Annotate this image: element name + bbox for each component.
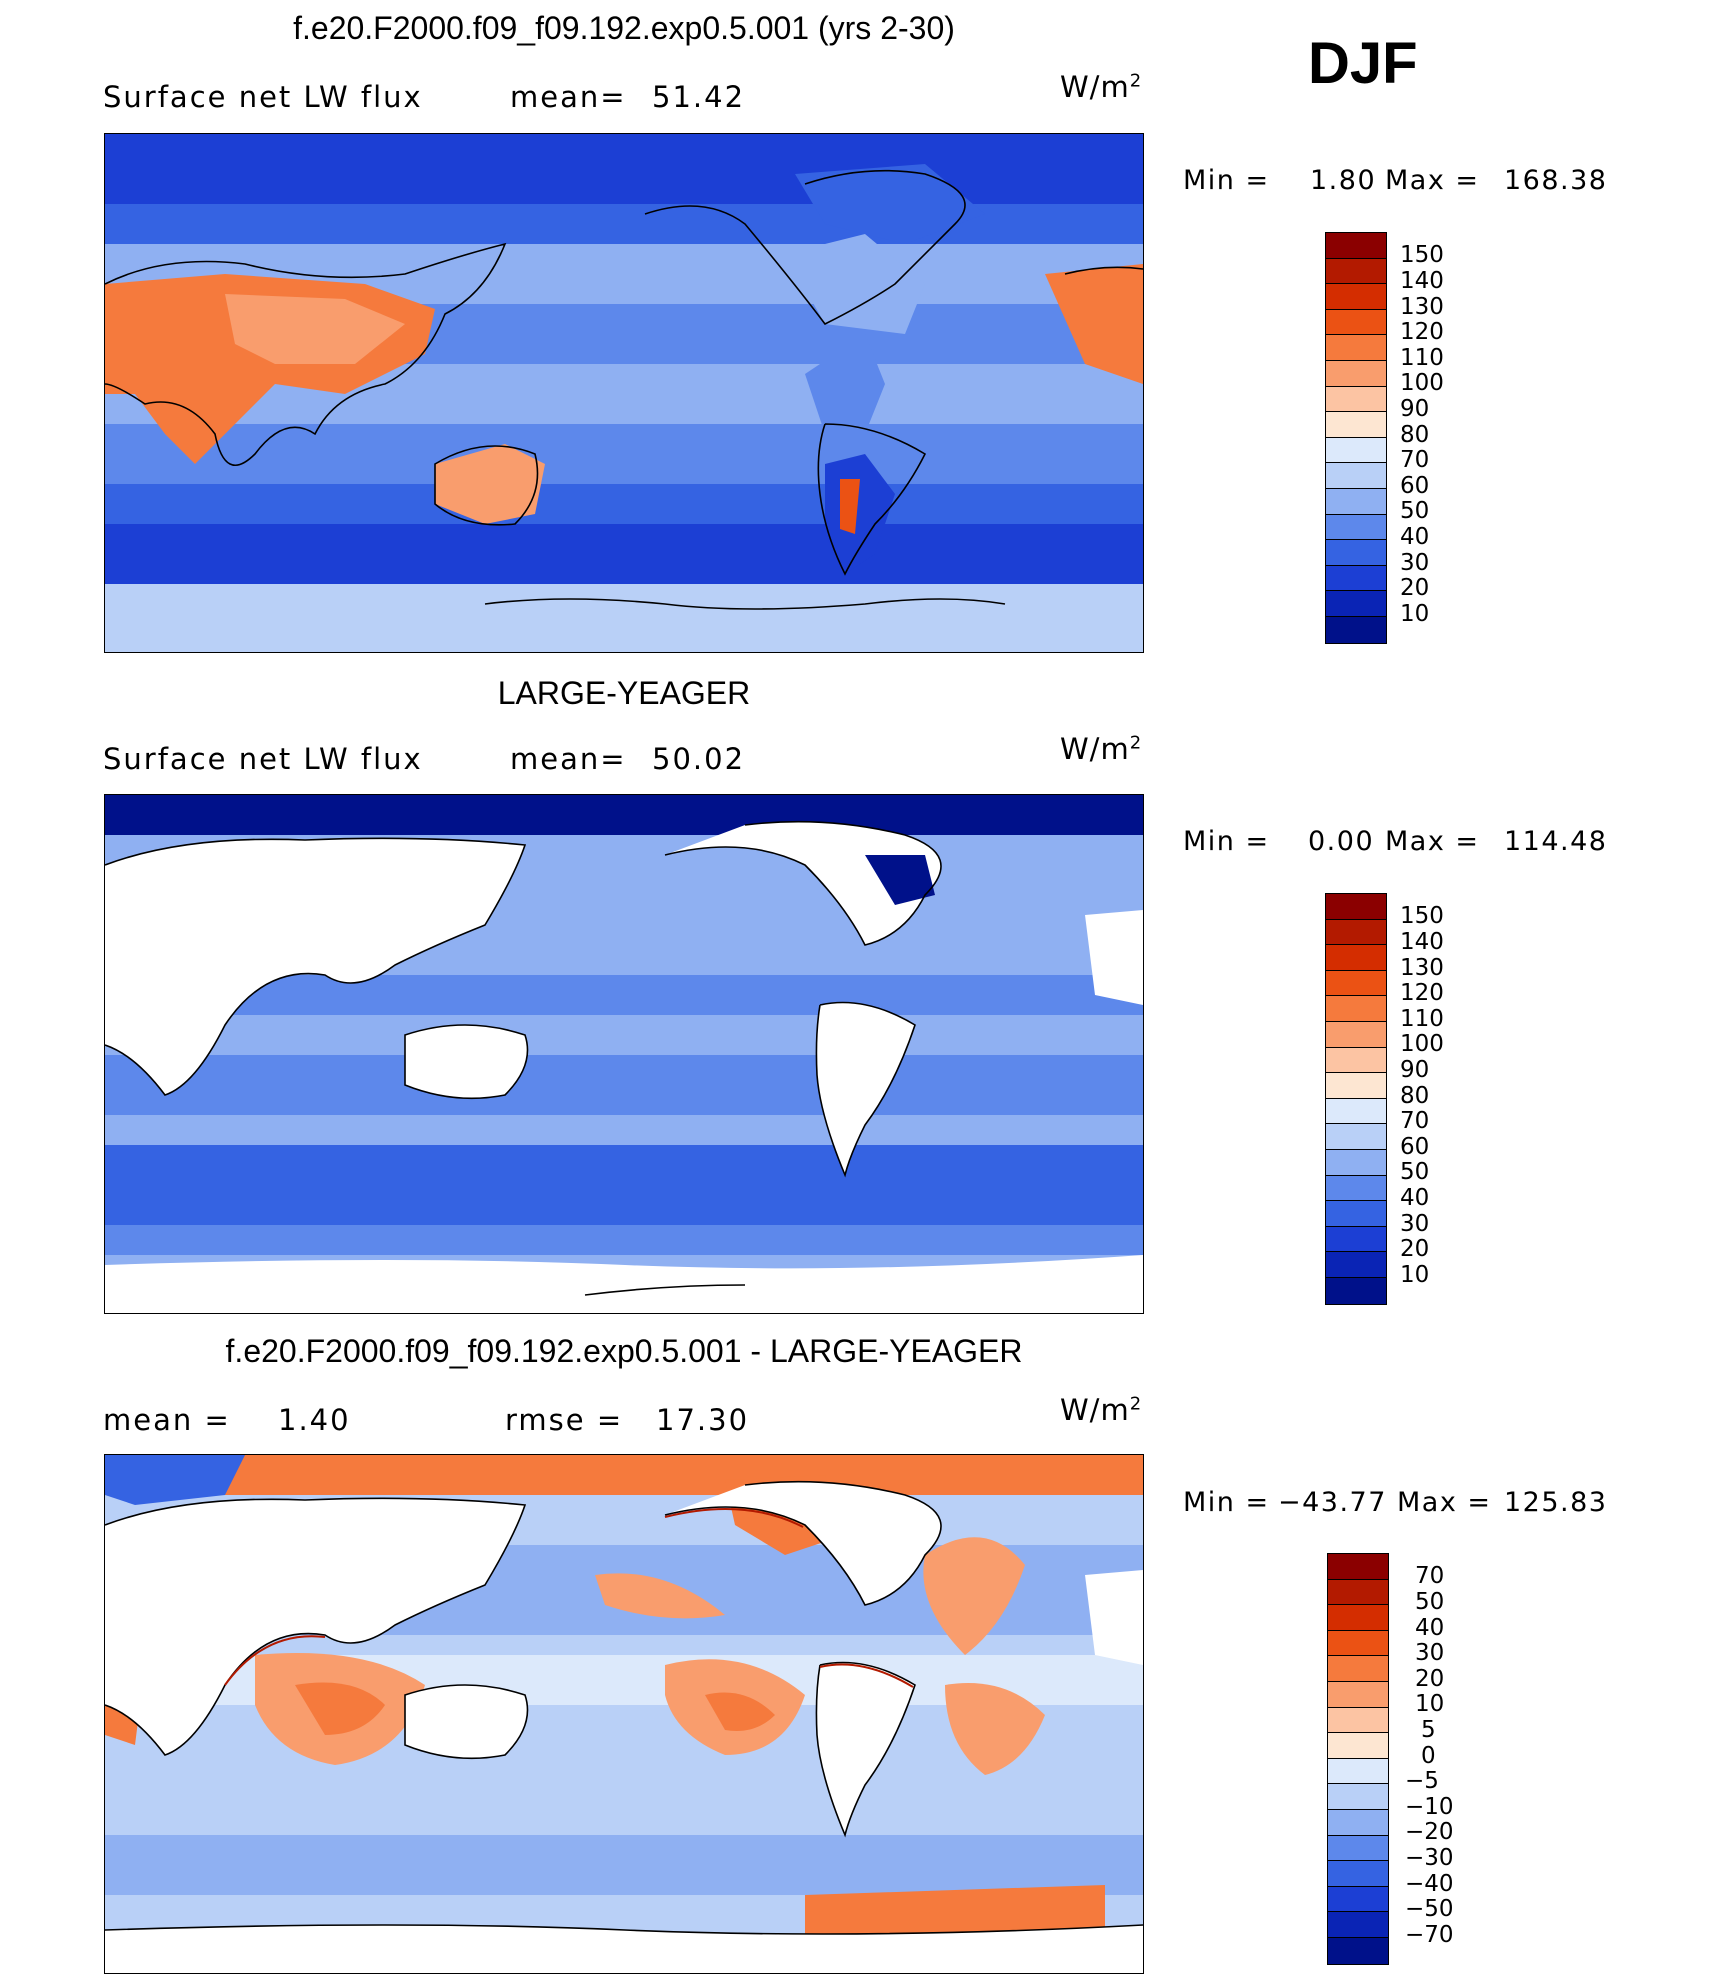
colorbar-tick-label: 100 [1400,1031,1444,1057]
panel3-colorbar-labels: 70 50 40 30 20 10 5 0 −5 −10 −20 −30 −40… [1405,1553,1495,1963]
panel1-map [104,133,1144,653]
colorbar-tick-label: −10 [1405,1794,1454,1820]
panel2-variable-label: Surface net LW flux [103,742,423,776]
panel1-title: f.e20.F2000.f09_f09.192.exp0.5.001 (yrs … [293,10,955,46]
colorbar-tick-label: 30 [1415,1640,1445,1666]
colorbar-tick-label: 10 [1400,1262,1430,1288]
panel1-max-value: 168.38 [1504,165,1608,196]
panel2-mean-label: mean= [510,742,627,776]
colorbar-tick-label: 130 [1400,955,1444,981]
colorbar-tick-label: 110 [1400,345,1444,371]
panel1-min-value: 1.80 [1310,165,1377,196]
colorbar-tick-label: 70 [1400,1108,1430,1134]
panel1-colorbar [1325,232,1387,644]
panel3-map-field [105,1455,1143,1973]
colorbar-tick-label: 20 [1415,1666,1445,1692]
panel1-min-label: Min = [1183,165,1270,196]
colorbar-tick-label: 80 [1400,1083,1430,1109]
colorbar-tick-label: 120 [1400,980,1444,1006]
colorbar-tick-label: 140 [1400,929,1444,955]
panel2-map-field [105,795,1143,1313]
panel3-min-label: Min = [1183,1487,1270,1518]
panel3-max-label: Max = [1397,1487,1492,1518]
colorbar-tick-label: −5 [1405,1768,1439,1794]
panel3-map [104,1454,1144,1974]
panel1-map-field [105,134,1143,652]
colorbar-tick-label: 60 [1400,473,1430,499]
panel2-unit: W/m2 [1060,732,1143,766]
colorbar-tick-label: 130 [1400,294,1444,320]
colorbar-tick-label: 40 [1415,1615,1445,1641]
colorbar-tick-label: 20 [1400,1236,1430,1262]
panel2-title: LARGE-YEAGER [497,675,751,711]
colorbar-tick-label: 90 [1400,1057,1430,1083]
colorbar-tick-label: 100 [1400,370,1444,396]
colorbar-tick-label: 150 [1400,903,1444,929]
colorbar-tick-label: 150 [1400,242,1444,268]
colorbar-tick-label: 50 [1400,1159,1430,1185]
colorbar-tick-label: 30 [1400,550,1430,576]
panel3-mean-value: 1.40 [278,1403,351,1437]
panel3-title: f.e20.F2000.f09_f09.192.exp0.5.001 - LAR… [225,1333,1023,1369]
panel1-variable-label: Surface net LW flux [103,80,423,114]
panel3-colorbar [1327,1553,1389,1965]
panel2-max-label: Max = [1385,826,1480,857]
colorbar-tick-label: 50 [1400,498,1430,524]
colorbar-tick-label: −20 [1405,1819,1454,1845]
panel2-min-value: 0.00 [1308,826,1375,857]
colorbar-tick-label: 60 [1400,1134,1430,1160]
colorbar-tick-label: −50 [1405,1896,1454,1922]
panel2-max-value: 114.48 [1504,826,1608,857]
panel1-mean-label: mean= [510,80,627,114]
panel2-mean-value: 50.02 [652,742,746,776]
panel3-mean-label: mean = [103,1403,231,1437]
colorbar-tick-label: −40 [1405,1871,1454,1897]
colorbar-tick-label: 50 [1415,1589,1445,1615]
panel3-rmse-label: rmse = [505,1403,624,1437]
colorbar-tick-label: 10 [1400,601,1430,627]
colorbar-tick-label: 120 [1400,319,1444,345]
colorbar-tick-label: 40 [1400,524,1430,550]
panel1-max-label: Max = [1385,165,1480,196]
panel2-min-label: Min = [1183,826,1270,857]
colorbar-tick-label: 90 [1400,396,1430,422]
season-label: DJF [1308,31,1418,96]
panel1-unit: W/m2 [1060,70,1143,104]
panel3-unit: W/m2 [1060,1393,1143,1427]
panel2-colorbar-labels: 150 140 130 120 110 100 90 80 70 60 50 4… [1400,893,1480,1303]
panel3-min-value: −43.77 [1278,1487,1387,1518]
panel2-map [104,794,1144,1314]
colorbar-tick-label: 5 [1421,1717,1436,1743]
colorbar-tick-label: 40 [1400,1185,1430,1211]
colorbar-tick-label: 10 [1415,1691,1445,1717]
colorbar-tick-label: −30 [1405,1845,1454,1871]
colorbar-tick-label: 0 [1421,1743,1436,1769]
panel1-mean-value: 51.42 [652,80,746,114]
panel3-rmse-value: 17.30 [656,1403,750,1437]
panel1-colorbar-labels: 150 140 130 120 110 100 90 80 70 60 50 4… [1400,232,1480,642]
colorbar-tick-label: 140 [1400,268,1444,294]
colorbar-tick-label: 70 [1400,447,1430,473]
panel2-colorbar [1325,893,1387,1305]
colorbar-tick-label: 30 [1400,1211,1430,1237]
colorbar-tick-label: −70 [1405,1922,1454,1948]
panel3-max-value: 125.83 [1504,1487,1608,1518]
colorbar-tick-label: 20 [1400,575,1430,601]
colorbar-tick-label: 70 [1415,1563,1445,1589]
colorbar-tick-label: 110 [1400,1006,1444,1032]
colorbar-tick-label: 80 [1400,422,1430,448]
